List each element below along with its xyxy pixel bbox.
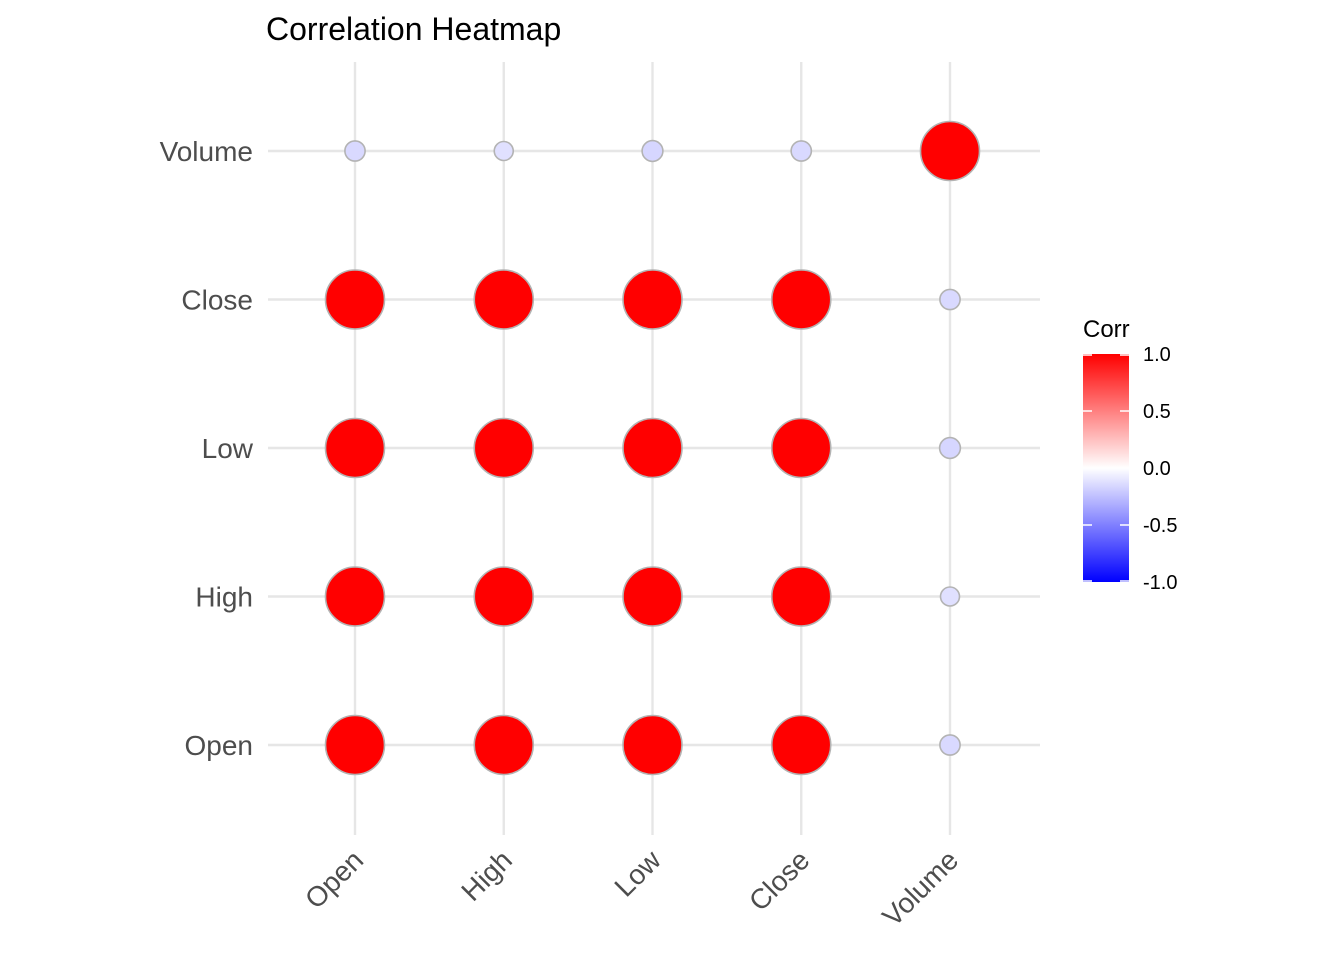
- y-tick-label-high: High: [195, 582, 253, 613]
- legend-label: 1.0: [1143, 344, 1171, 366]
- x-tick-label-high: High: [455, 844, 518, 907]
- x-tick-label-low: Low: [608, 844, 667, 903]
- y-tick-label-low: Low: [202, 433, 254, 464]
- point-volume-volume: [919, 120, 981, 182]
- y-axis-tick-labels: Open High Low Close Volume: [160, 136, 254, 761]
- point-high-volume: [493, 140, 515, 162]
- point-close-open: [770, 714, 832, 776]
- point-high-open: [473, 714, 535, 776]
- point-open-low: [324, 417, 386, 479]
- legend-ticks: 1.0 0.5 0.0 -0.5 -1.0: [1083, 344, 1177, 594]
- point-open-open: [324, 714, 386, 776]
- point-volume-close: [939, 288, 961, 311]
- point-open-volume: [344, 140, 366, 162]
- point-low-open: [622, 714, 683, 776]
- legend-label: -0.5: [1143, 515, 1177, 537]
- point-volume-low: [938, 436, 962, 460]
- y-tick-label-open: Open: [185, 730, 254, 761]
- legend-title: Corr: [1083, 316, 1130, 343]
- point-low-close: [622, 269, 683, 330]
- point-open-high: [324, 566, 386, 627]
- chart-title: Correlation Heatmap: [266, 11, 561, 47]
- point-high-high: [473, 566, 535, 627]
- y-tick-label-volume: Volume: [160, 136, 253, 167]
- legend-label: 0.0: [1143, 458, 1171, 480]
- y-tick-label-close: Close: [181, 285, 253, 316]
- point-volume-high: [939, 586, 961, 607]
- point-low-low: [622, 417, 683, 479]
- point-close-close: [770, 269, 832, 330]
- point-close-high: [770, 566, 832, 627]
- point-high-low: [473, 417, 535, 479]
- point-volume-open: [939, 734, 961, 756]
- x-tick-label-volume: Volume: [876, 844, 964, 932]
- color-legend: Corr 1.0 0.5 0.0 -0.5 -1.0: [1083, 316, 1177, 594]
- point-low-volume: [641, 139, 664, 163]
- x-tick-label-open: Open: [299, 844, 369, 914]
- point-close-volume: [790, 140, 813, 162]
- point-close-low: [770, 417, 832, 479]
- legend-label: 0.5: [1143, 401, 1171, 423]
- x-axis-tick-labels: Open High Low Close Volume: [299, 844, 964, 933]
- x-tick-label-close: Close: [743, 844, 816, 917]
- legend-label: -1.0: [1143, 572, 1177, 594]
- point-open-close: [324, 269, 386, 330]
- correlation-points: [324, 120, 981, 776]
- point-low-high: [622, 566, 683, 627]
- point-high-close: [473, 269, 535, 330]
